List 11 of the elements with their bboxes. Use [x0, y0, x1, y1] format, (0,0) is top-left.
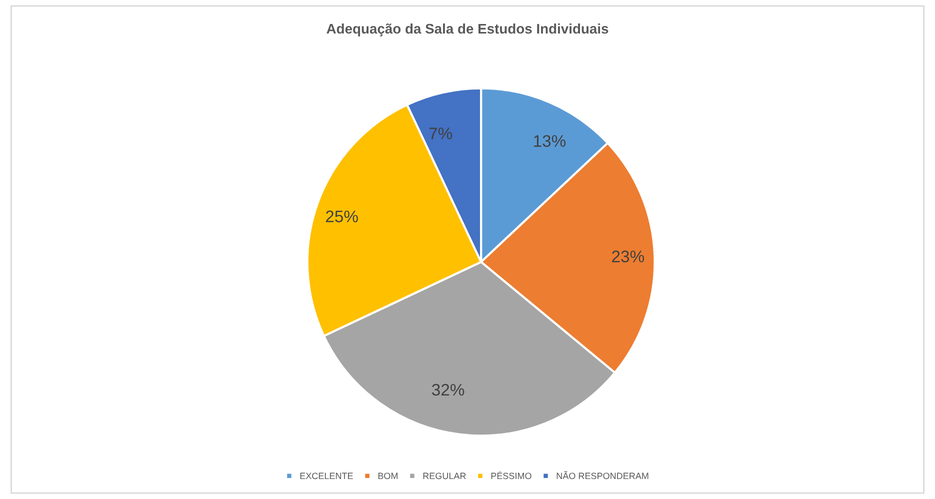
chart-title: Adequação da Sala de Estudos Individuais — [326, 23, 608, 36]
legend-label: BOM — [378, 472, 398, 480]
legend-label: PÉSSIMO — [491, 471, 532, 480]
legend-label: NÃO RESPONDERAM — [556, 471, 648, 480]
legend-label: EXCELENTE — [300, 472, 353, 480]
data-label: 23% — [612, 250, 644, 262]
data-label: 32% — [432, 384, 464, 396]
data-label: 25% — [326, 210, 358, 222]
data-label: 13% — [534, 135, 566, 147]
legend-label: REGULAR — [423, 472, 466, 480]
data-label: 7% — [429, 128, 452, 140]
